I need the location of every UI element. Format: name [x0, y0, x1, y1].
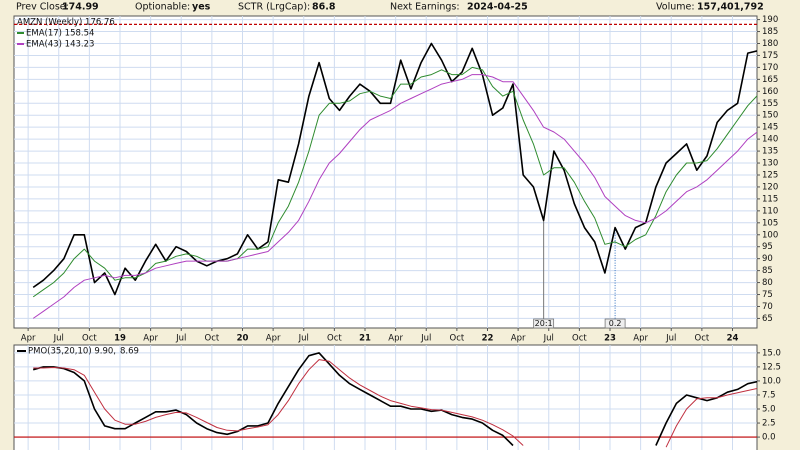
y-tick-label: 170 [762, 63, 778, 73]
header-value: 2024-04-25 [467, 2, 528, 13]
y-tick-label: 180 [762, 39, 778, 49]
header-label: Prev Close: [16, 2, 69, 13]
y-tick-label: 190 [762, 15, 778, 25]
legend-label: AMZN (Weekly) 176.76 [17, 18, 115, 28]
x-tick-label: Apr [633, 334, 648, 344]
x-tick-label: Oct [82, 334, 97, 344]
y-tick-label: 130 [762, 159, 778, 169]
chart-layer: Prev Close:174.99 Optionable: yes SCTR (Lrg… [14, 2, 781, 450]
y-tick-label: 75 [762, 290, 773, 300]
x-tick-label: Oct [205, 334, 220, 344]
x-tick-label: Jul [298, 334, 309, 344]
y-tick-label: 155 [762, 99, 778, 109]
series-line [32, 66, 757, 298]
y-tick-label: 100 [762, 230, 778, 240]
header-label: Next Earnings: [390, 2, 460, 13]
y-tick-label: 70 [762, 302, 773, 312]
series-line [32, 352, 757, 447]
y-tick-label: 80 [762, 278, 773, 288]
series-line [33, 359, 757, 448]
y-tick-label: 105 [762, 218, 778, 228]
x-tick-label: Apr [266, 334, 281, 344]
y-tick-label: 145 [762, 123, 778, 133]
legend-label: PMO(35,20,10) 9.90, [28, 347, 116, 357]
y-tick-label: 175 [762, 51, 778, 61]
y-tick-label: 160 [762, 87, 778, 97]
y-tick-label: 12.5 [762, 362, 781, 372]
header-value: 157,401,792 [697, 2, 764, 13]
y-tick-label: 5.0 [762, 405, 776, 415]
pmo-panel [13, 344, 758, 450]
y-tick-label: 185 [762, 27, 778, 37]
header-label: SCTR (LrgCap): [238, 2, 310, 13]
legend-label: EMA(43) 143.23 [26, 40, 94, 50]
panel-group [14, 345, 757, 450]
y-tick-label: 140 [762, 135, 778, 145]
y-tick-label: 115 [762, 194, 778, 204]
x-tick-label: Oct [695, 334, 710, 344]
x-tick-label: 24 [727, 334, 739, 344]
y-tick-label: 7.5 [762, 390, 776, 400]
y-tick-label: 125 [762, 170, 778, 180]
price-panel [13, 15, 758, 329]
x-tick-label: Apr [21, 334, 36, 344]
x-tick-label: Oct [450, 334, 465, 344]
annotation-label: 0.2 [609, 319, 622, 328]
x-tick-label: Apr [388, 334, 403, 344]
y-tick-label: 85 [762, 266, 773, 276]
header-value: 86.8 [312, 2, 336, 13]
header-value: yes [192, 2, 211, 13]
x-tick-label: 19 [114, 334, 126, 344]
header-label: Optionable: [135, 2, 190, 13]
x-tick-label: Apr [511, 334, 526, 344]
x-tick-label: Apr [143, 334, 158, 344]
y-tick-label: 95 [762, 242, 773, 252]
y-tick-label: 135 [762, 147, 778, 157]
series-line [32, 42, 757, 296]
panel-group [14, 16, 757, 328]
x-tick-label: Oct [572, 334, 587, 344]
x-tick-label: Oct [327, 334, 342, 344]
y-tick-label: 10.0 [762, 376, 781, 386]
x-tick-label: Jul [543, 334, 554, 344]
header-label: Volume: [656, 2, 695, 13]
legend-label: 8.69 [120, 347, 139, 357]
y-tick-label: 65 [762, 314, 773, 324]
series-line [32, 74, 757, 319]
y-tick-label: 2.5 [762, 419, 776, 429]
x-tick-label: 22 [482, 334, 494, 344]
y-tick-label: 90 [762, 254, 773, 264]
x-tick-label: 23 [604, 334, 616, 344]
x-tick-label: 20 [237, 334, 249, 344]
x-tick-label: Jul [420, 334, 431, 344]
header-value: 174.99 [62, 2, 99, 13]
x-tick-label: 21 [359, 334, 371, 344]
x-tick-label: Jul [665, 334, 676, 344]
legend-label: EMA(17) 158.54 [26, 29, 94, 39]
y-tick-label: 0.0 [762, 433, 776, 443]
annotation-label: 20:1 [535, 319, 553, 328]
y-tick-label: 15.0 [762, 348, 781, 358]
annotation-box [533, 318, 555, 329]
x-tick-label: Jul [175, 334, 186, 344]
y-tick-label: 150 [762, 111, 778, 121]
annotation-box [604, 318, 626, 329]
y-tick-label: 120 [762, 182, 778, 192]
y-tick-label: 165 [762, 75, 778, 85]
x-tick-label: Jul [53, 334, 64, 344]
y-tick-label: 110 [762, 206, 778, 216]
